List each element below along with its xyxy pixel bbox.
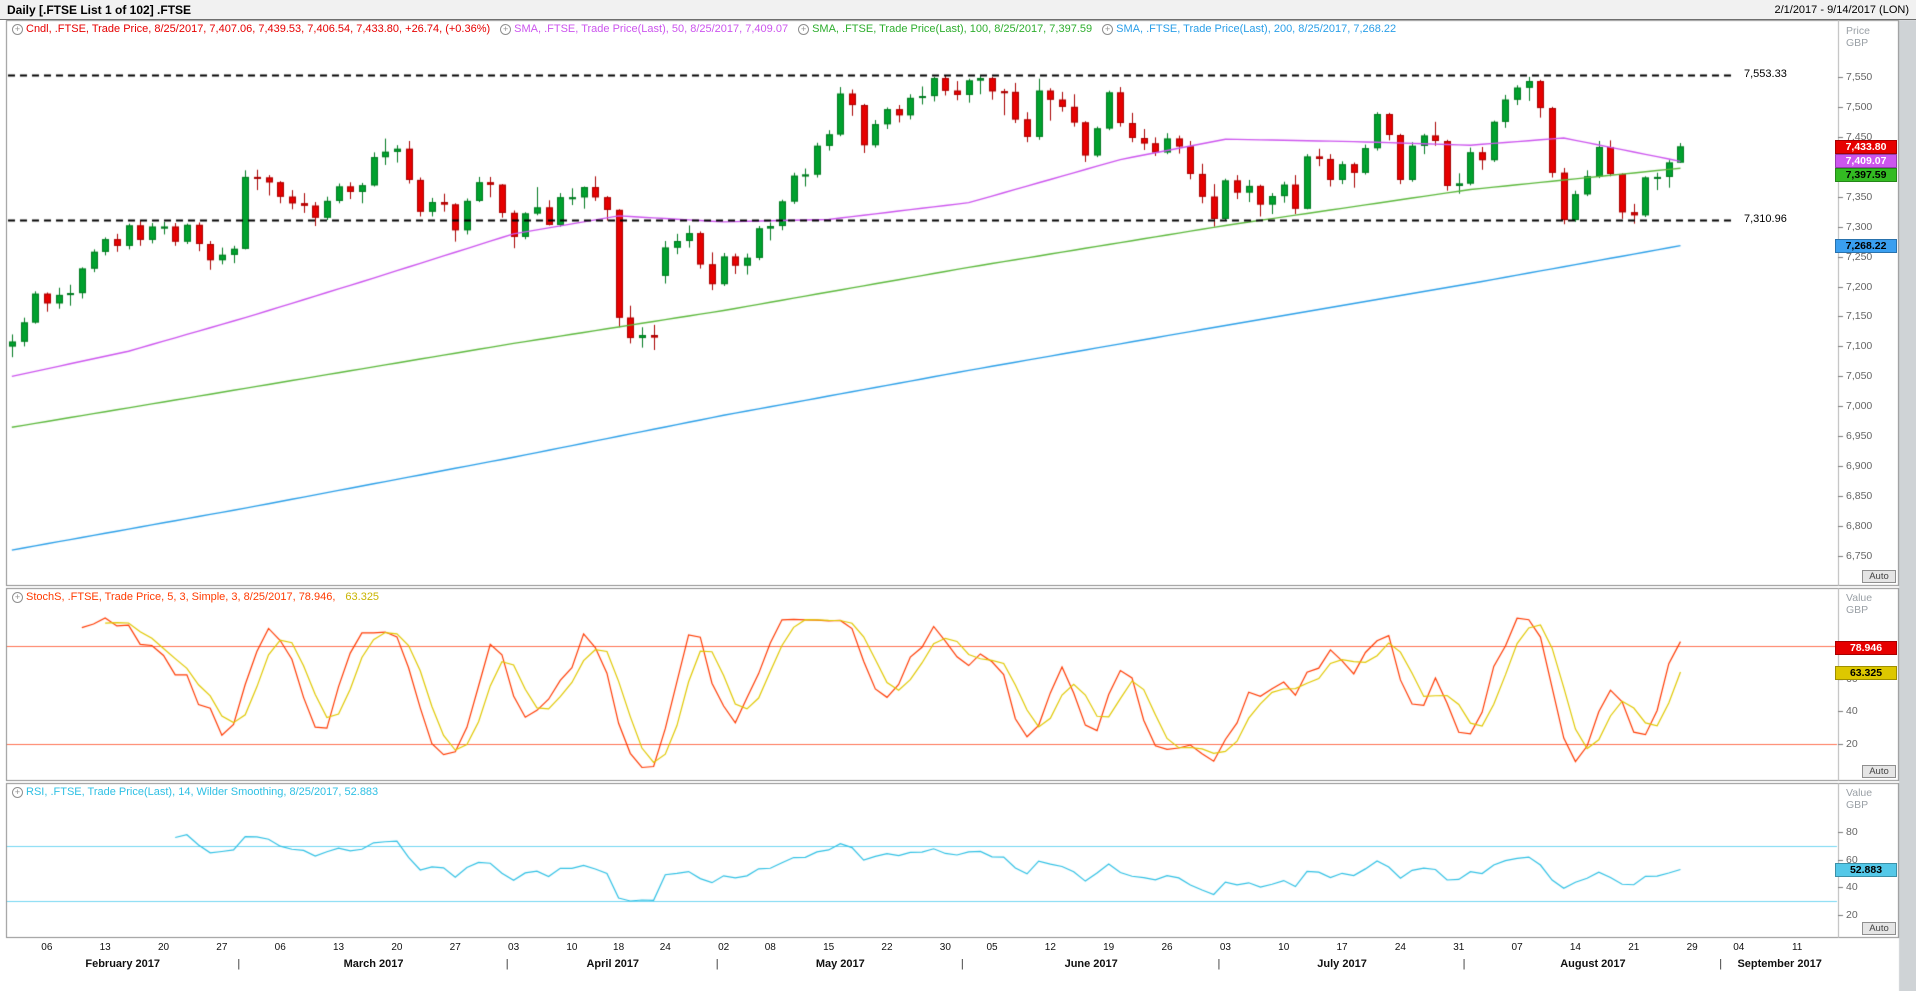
titlebar: Daily [.FTSE List 1 of 102] .FTSE 2/1/20… — [0, 0, 1916, 20]
date-range: 2/1/2017 - 9/14/2017 (LON) — [1774, 3, 1909, 16]
chart-title: Daily [.FTSE List 1 of 102] .FTSE — [7, 2, 192, 17]
